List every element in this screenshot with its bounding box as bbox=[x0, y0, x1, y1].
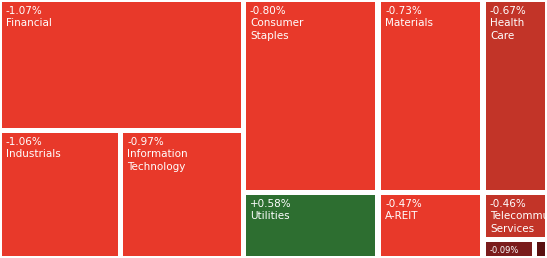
Bar bbox=[2, 133, 118, 256]
Bar bbox=[123, 133, 241, 256]
Text: -0.46%
Telecommunications
Services: -0.46% Telecommunications Services bbox=[490, 199, 547, 234]
Bar bbox=[486, 2, 545, 190]
Bar bbox=[381, 195, 480, 256]
Text: -1.07%
Financial: -1.07% Financial bbox=[6, 6, 52, 28]
Bar bbox=[381, 2, 480, 190]
Text: -0.80%
Consumer
Staples: -0.80% Consumer Staples bbox=[250, 6, 304, 41]
Text: -0.47%
A-REIT: -0.47% A-REIT bbox=[385, 199, 422, 221]
Bar bbox=[246, 2, 375, 190]
Text: -0.09%
Consumer: -0.09% Consumer bbox=[490, 246, 533, 258]
Text: -0.67%
Health
Care: -0.67% Health Care bbox=[490, 6, 527, 41]
Text: -1.06%
Industrials: -1.06% Industrials bbox=[6, 137, 61, 159]
Bar bbox=[486, 195, 545, 237]
Text: -0.73%
Materials: -0.73% Materials bbox=[385, 6, 433, 28]
Text: +0.58%
Utilities: +0.58% Utilities bbox=[250, 199, 292, 221]
Bar bbox=[486, 242, 532, 256]
Text: -0.97%
Information
Technology: -0.97% Information Technology bbox=[127, 137, 188, 172]
Bar bbox=[537, 242, 545, 256]
Bar bbox=[246, 195, 375, 256]
Bar bbox=[2, 2, 241, 128]
